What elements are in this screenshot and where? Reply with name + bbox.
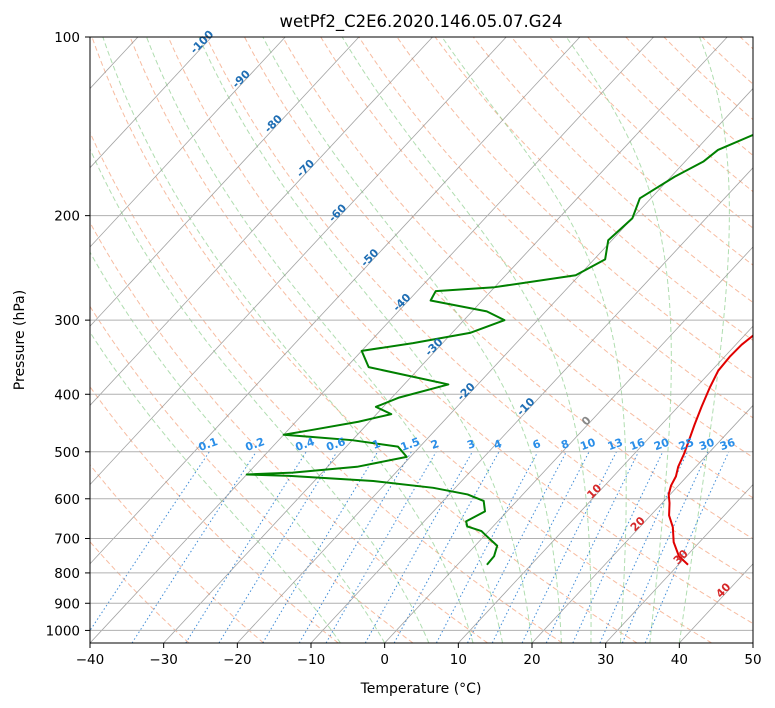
mixing-ratio-label: 6	[531, 437, 543, 452]
mixing-ratio-label: 1.5	[399, 435, 422, 454]
profile-lines-layer	[245, 133, 753, 566]
mixing-ratio-label: 2	[429, 437, 441, 452]
mixing-ratio-line	[621, 451, 709, 643]
x-tick-label: −40	[76, 652, 105, 668]
chart-title: wetPf2_C2E6.2020.146.05.07.G24	[279, 12, 562, 32]
dry-adiabat	[434, 37, 753, 341]
mixing-ratio-line	[90, 451, 210, 632]
x-axis-label: Temperature (°C)	[360, 681, 482, 697]
y-tick-label: 1000	[46, 623, 80, 639]
moist-adiabat	[198, 37, 533, 643]
isotherm-line	[605, 483, 753, 643]
isotherm-line	[90, 37, 212, 169]
x-tick-label: −20	[223, 652, 252, 668]
mixing-ratio-label: 0.1	[197, 435, 220, 454]
dry-adiabat	[167, 37, 753, 625]
x-tick-label: 50	[744, 652, 761, 668]
mixing-ratio-line	[435, 451, 539, 643]
x-tick-label: 0	[380, 652, 389, 668]
dry-adiabat	[472, 37, 753, 304]
isotherm-line	[90, 37, 654, 643]
moist-adiabat	[565, 37, 672, 643]
mixing-ratio-label: 8	[559, 437, 571, 452]
mixing-ratio-label: 25	[677, 436, 696, 453]
mixing-ratio-label: 20	[652, 436, 671, 454]
moist-adiabat	[678, 37, 730, 643]
moist-adiabat	[90, 331, 341, 643]
isotherm-line	[90, 37, 581, 565]
background-lines-layer	[90, 37, 753, 643]
isotherm-line	[531, 404, 753, 643]
moist-adiabat	[146, 37, 504, 643]
y-tick-label: 800	[54, 566, 80, 582]
y-axis-label: Pressure (hPa)	[12, 290, 28, 390]
isotherm-line	[90, 37, 286, 248]
isotherm-line	[163, 37, 728, 643]
temperature-profile-line	[667, 334, 753, 566]
mixing-ratio-label: 1	[371, 437, 383, 452]
moist-adiabat	[90, 147, 430, 643]
moist-adiabat	[441, 37, 627, 643]
y-tick-label: 600	[54, 492, 80, 508]
isotherm-line	[458, 325, 753, 643]
y-tick-label: 500	[54, 445, 80, 461]
x-tick-label: 40	[671, 652, 688, 668]
y-tick-label: 400	[54, 387, 80, 403]
mixing-ratio-label: 3	[465, 437, 477, 452]
x-tick-label: 30	[597, 652, 614, 668]
dry-adiabat	[358, 37, 753, 419]
x-tick-label: −30	[149, 652, 178, 668]
isotherm-line	[90, 37, 433, 406]
axes-layer: −40 −30 −20 −10 0 10 20 30 40 5010020030040050060…	[46, 30, 762, 668]
isotherm-line	[310, 167, 753, 643]
dry-adiabat	[129, 37, 713, 643]
moist-adiabat	[341, 37, 592, 643]
plot-background	[90, 37, 753, 643]
dry-adiabat	[90, 221, 488, 643]
mixing-ratio-line	[491, 451, 590, 643]
mixing-ratio-line	[364, 451, 473, 643]
plot-frame	[89, 36, 754, 644]
dry-adiabat	[205, 37, 753, 582]
dry-adiabat	[90, 131, 563, 643]
mixing-ratio-line	[262, 451, 379, 643]
mixing-ratio-line	[393, 451, 500, 643]
y-tick-label: 900	[54, 596, 80, 612]
mixing-ratio-label: 36	[718, 436, 737, 454]
mixing-ratio-label: 0.2	[244, 435, 267, 454]
y-tick-label: 700	[54, 532, 80, 548]
isotherm-line	[90, 37, 360, 327]
dry-adiabat	[282, 37, 753, 499]
dry-adiabat	[244, 37, 753, 540]
moist-adiabat	[262, 37, 562, 643]
humidity-profile-line	[245, 133, 753, 566]
moist-adiabat	[102, 37, 474, 643]
dry-adiabat	[90, 541, 190, 643]
x-tick-label: 10	[450, 652, 467, 668]
mixing-ratio-label: 0.4	[294, 435, 317, 454]
mixing-ratio-line	[521, 451, 617, 643]
mixing-ratio-label: 16	[628, 436, 647, 454]
mixing-ratio-label: 30	[697, 436, 716, 454]
dry-adiabat	[91, 37, 638, 643]
y-tick-label: 300	[54, 313, 80, 329]
mixing-ratio-label: 13	[606, 436, 625, 453]
mixing-ratio-label: 4	[492, 437, 504, 452]
isotherm-line	[384, 246, 753, 643]
x-tick-label: 20	[523, 652, 540, 668]
mixing-ratio-label: 0.6	[324, 435, 347, 454]
moist-adiabat	[90, 251, 386, 643]
mixing-ratio-label: 10	[578, 436, 597, 454]
isotherm-line	[90, 37, 507, 486]
mixing-ratio-line	[185, 451, 307, 643]
dry-adiabat	[90, 464, 264, 643]
isotherm-line	[237, 87, 753, 643]
x-tick-label: −10	[297, 652, 326, 668]
y-tick-label: 200	[54, 209, 80, 225]
y-tick-label: 100	[54, 30, 80, 46]
